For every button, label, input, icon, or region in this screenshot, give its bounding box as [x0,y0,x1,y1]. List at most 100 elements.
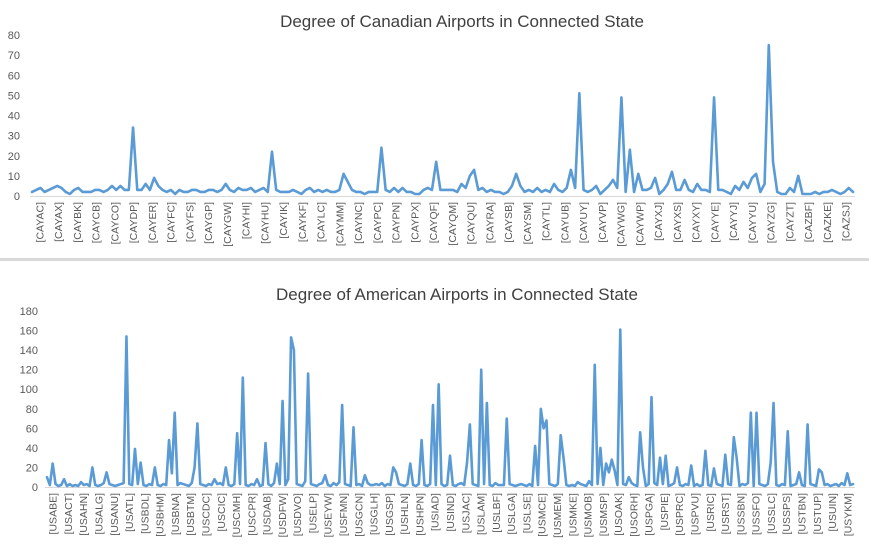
data-point [460,482,462,484]
data-point [267,483,269,485]
data-point [321,191,324,193]
x-tick-label: [USJAC] [460,493,472,533]
data-point [174,412,176,414]
y-tick-label: 0 [32,482,38,494]
data-point [117,484,119,486]
data-point [48,189,50,191]
data-point [57,485,59,487]
x-tick-label: [USGCN] [353,493,365,537]
data-point [406,483,409,485]
series-line [45,328,855,488]
data-point [594,364,596,366]
data-point [318,483,321,485]
data-point [801,193,804,195]
data-point [431,189,433,191]
data-point [536,187,538,189]
data-point [665,455,667,457]
data-point [140,189,143,191]
data-point [290,336,292,338]
data-point [690,464,692,467]
data-point [262,187,265,189]
x-tick-label: [USALG] [93,493,105,535]
data-point [128,483,130,485]
data-point [270,485,272,487]
data-point [342,173,345,175]
data-point [835,191,837,193]
x-tick-label: [CAYYJ] [728,202,740,241]
data-point [650,396,653,398]
data-point [403,485,406,487]
data-point [710,485,712,487]
data-point [474,484,477,486]
data-point [848,187,850,189]
data-point [80,481,82,483]
data-point [776,191,778,193]
data-point [153,177,155,179]
data-point [585,485,587,487]
x-tick-label: [CAYIK] [278,202,290,239]
data-point [44,191,46,193]
x-tick-label: [USRST] [720,493,732,535]
data-point [142,484,145,486]
data-point [233,483,235,485]
data-point [565,484,567,486]
data-point [347,181,349,183]
x-tick-label: [CAYWP] [634,202,646,246]
data-point [418,193,420,195]
data-point [696,183,698,185]
data-point [344,483,346,485]
x-tick-label: [USMSP] [598,493,610,536]
x-tick-label: [CAYMM] [334,202,346,246]
data-point [69,483,71,485]
data-point [489,484,491,486]
data-point [435,161,437,163]
data-point [427,187,429,189]
y-tick-label: 120 [20,365,38,377]
data-point [188,485,190,487]
x-tick-label: [USMOB] [583,493,595,537]
data-point [603,189,606,191]
x-tick-label: [CAYQU] [466,202,478,244]
data-point [449,455,451,457]
data-point [166,191,168,193]
data-point [764,485,766,487]
data-point [66,485,68,487]
data-point [534,445,536,447]
data-point [460,183,463,185]
data-point [195,189,197,191]
data-point [656,484,658,486]
data-point [839,193,841,195]
data-point [679,484,681,486]
data-point [772,402,775,404]
data-point [111,484,113,486]
data-point [49,484,51,486]
data-point [514,485,516,487]
data-point [554,485,556,487]
data-point [507,191,509,193]
data-point [376,191,378,193]
data-point [730,193,732,195]
x-tick-label: [CAYXJ] [653,202,665,241]
x-tick-label: [USSLC] [766,493,778,534]
data-point [204,191,206,193]
data-point [254,191,256,193]
data-point [486,191,488,193]
x-tick-label: [USSPS] [781,493,793,535]
x-tick-label: [USANU] [109,493,121,536]
data-point [608,471,610,473]
data-point [477,189,479,191]
data-point [359,191,361,193]
data-point [281,400,284,402]
data-point [540,191,543,193]
x-tick-label: [USUIN] [827,493,839,532]
data-point [526,485,528,487]
data-point [397,191,399,193]
data-point [810,193,812,195]
data-point [69,193,71,195]
data-point [132,126,134,129]
data-point [119,185,122,187]
data-point [577,481,579,483]
data-point [107,189,109,191]
data-point [639,431,641,433]
data-point [230,485,233,487]
